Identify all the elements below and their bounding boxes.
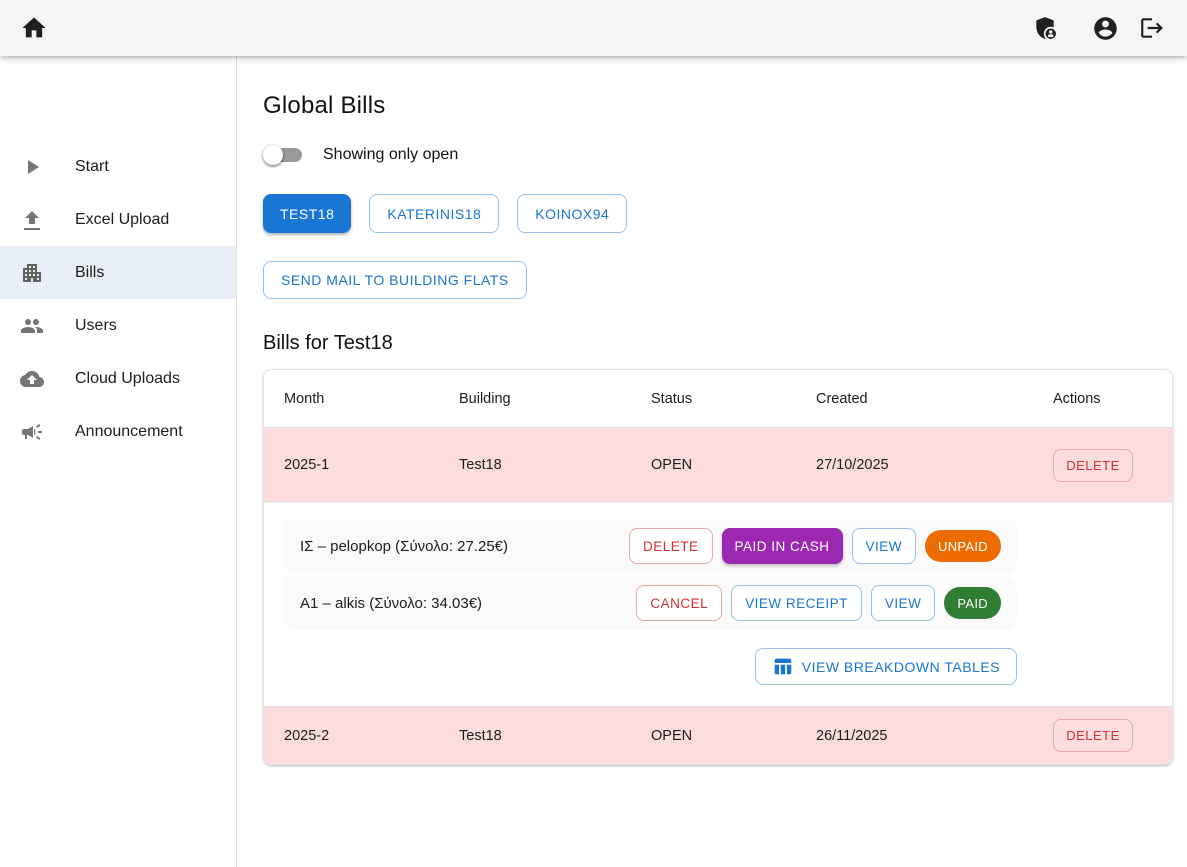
users-icon bbox=[20, 314, 44, 338]
sidebar-item-users[interactable]: Users bbox=[0, 299, 236, 352]
cloud-upload-icon bbox=[20, 367, 44, 391]
toggle-thumb bbox=[263, 145, 283, 165]
toggle-label: Showing only open bbox=[323, 146, 459, 163]
shield-person-icon bbox=[1032, 15, 1058, 41]
delete-bill-button[interactable]: DELETE bbox=[1053, 719, 1133, 752]
expanded-flats-panel: ΙΣ – pelopkop (Σύνολο: 27.25€) DELETE PA… bbox=[264, 502, 1172, 706]
table-header-row: Month Building Status Created Actions bbox=[264, 370, 1172, 428]
sidebar-item-label: Users bbox=[75, 316, 117, 334]
sidebar-item-start[interactable]: Start bbox=[0, 140, 236, 193]
unpaid-status-chip[interactable]: UNPAID bbox=[925, 530, 1001, 562]
cell-building: Test18 bbox=[459, 457, 502, 473]
paid-status-chip[interactable]: PAID bbox=[944, 587, 1001, 619]
table-row[interactable]: 2025-1 Test18 OPEN 27/10/2025 DELETE bbox=[264, 428, 1172, 502]
building-tab-katerinis18[interactable]: KATERINIS18 bbox=[369, 194, 500, 233]
cell-building: Test18 bbox=[459, 727, 502, 744]
send-mail-row: SEND MAIL TO BUILDING FLATS bbox=[263, 261, 1160, 299]
page-title: Global Bills bbox=[263, 92, 386, 119]
sidebar: Start Excel Upload Bills Users Cloud Upl… bbox=[0, 56, 237, 867]
section-title: Bills for Test18 bbox=[263, 332, 393, 354]
building-tab-test18[interactable]: TEST18 bbox=[263, 194, 352, 233]
admin-shield-button[interactable] bbox=[1032, 15, 1058, 41]
send-mail-button[interactable]: SEND MAIL TO BUILDING FLATS bbox=[263, 261, 527, 299]
sidebar-item-label: Bills bbox=[75, 263, 105, 281]
paid-in-cash-button[interactable]: PAID IN CASH bbox=[721, 528, 843, 564]
building-tabs: TEST18 KATERINIS18 KOINOX94 bbox=[263, 194, 1160, 233]
table-row[interactable]: 2025-2 Test18 OPEN 26/11/2025 DELETE bbox=[264, 706, 1172, 764]
flat-delete-button[interactable]: DELETE bbox=[628, 528, 713, 564]
cell-created: 27/10/2025 bbox=[816, 457, 889, 473]
account-button[interactable] bbox=[1092, 15, 1119, 42]
upload-icon bbox=[20, 208, 44, 232]
account-icon bbox=[1092, 15, 1119, 42]
flat-actions: CANCEL VIEW RECEIPT VIEW PAID bbox=[636, 585, 1001, 621]
play-icon bbox=[20, 155, 44, 179]
bills-table: Month Building Status Created Actions 20… bbox=[263, 369, 1173, 765]
home-icon bbox=[20, 14, 48, 42]
sidebar-item-label: Excel Upload bbox=[75, 210, 170, 228]
sidebar-item-excel-upload[interactable]: Excel Upload bbox=[0, 193, 236, 246]
flat-row: ΙΣ – pelopkop (Σύνολο: 27.25€) DELETE PA… bbox=[284, 519, 1017, 573]
cell-status: OPEN bbox=[651, 727, 693, 744]
cell-month: 2025-1 bbox=[284, 457, 330, 473]
flat-label: Α1 – alkis (Σύνολο: 34.03€) bbox=[300, 594, 483, 612]
flat-actions: DELETE PAID IN CASH VIEW UNPAID bbox=[628, 528, 1001, 564]
sidebar-item-label: Start bbox=[75, 157, 109, 175]
column-header-building: Building bbox=[459, 390, 511, 407]
flat-row: Α1 – alkis (Σύνολο: 34.03€) CANCEL VIEW … bbox=[284, 576, 1017, 630]
sidebar-item-bills[interactable]: Bills bbox=[0, 246, 236, 299]
view-breakdown-tables-button[interactable]: VIEW BREAKDOWN TABLES bbox=[754, 648, 1017, 685]
view-button[interactable]: VIEW bbox=[851, 528, 917, 564]
sidebar-item-announcement[interactable]: Announcement bbox=[0, 405, 236, 458]
view-receipt-button[interactable]: VIEW RECEIPT bbox=[731, 585, 862, 621]
logout-button[interactable] bbox=[1139, 15, 1165, 41]
view-button[interactable]: VIEW bbox=[870, 585, 936, 621]
topbar bbox=[0, 0, 1187, 56]
column-header-month: Month bbox=[284, 390, 325, 407]
column-header-status: Status bbox=[651, 390, 693, 407]
megaphone-icon bbox=[20, 420, 44, 444]
table-chart-icon bbox=[772, 656, 793, 677]
cell-status: OPEN bbox=[651, 457, 693, 473]
sidebar-item-cloud-uploads[interactable]: Cloud Uploads bbox=[0, 352, 236, 405]
toggle-row: Showing only open bbox=[263, 142, 1160, 168]
logout-icon bbox=[1139, 15, 1165, 41]
flat-cancel-button[interactable]: CANCEL bbox=[636, 585, 723, 621]
column-header-actions: Actions bbox=[1053, 390, 1101, 407]
breakdown-button-label: VIEW BREAKDOWN TABLES bbox=[801, 658, 1000, 675]
sidebar-item-label: Announcement bbox=[75, 422, 183, 440]
show-only-open-toggle[interactable] bbox=[263, 142, 309, 168]
delete-bill-button[interactable]: DELETE bbox=[1053, 448, 1133, 482]
flat-label: ΙΣ – pelopkop (Σύνολο: 27.25€) bbox=[300, 537, 509, 555]
breakdown-row: VIEW BREAKDOWN TABLES bbox=[284, 648, 1017, 685]
cell-month: 2025-2 bbox=[284, 727, 330, 744]
building-icon bbox=[20, 261, 44, 285]
building-tab-koinox94[interactable]: KOINOX94 bbox=[517, 194, 628, 233]
home-button[interactable] bbox=[20, 14, 48, 42]
column-header-created: Created bbox=[816, 390, 868, 407]
main-content: Global Bills Showing only open TEST18 KA… bbox=[237, 56, 1187, 867]
cell-created: 26/11/2025 bbox=[816, 727, 888, 744]
sidebar-item-label: Cloud Uploads bbox=[75, 369, 180, 387]
